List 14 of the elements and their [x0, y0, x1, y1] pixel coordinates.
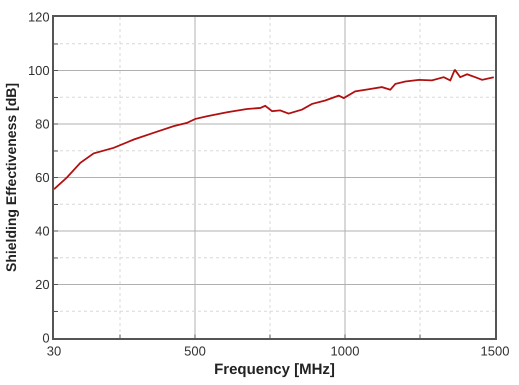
- x-tick-label: 30: [46, 343, 62, 358]
- line-series: [54, 68, 495, 190]
- y-tick-label: 20: [35, 277, 50, 292]
- y-tick-label: 60: [35, 170, 50, 186]
- y-tick-label: 100: [28, 63, 50, 78]
- x-tick-label: 1000: [330, 343, 360, 358]
- y-tick-label: 120: [28, 10, 50, 25]
- x-tick-label: 500: [184, 343, 206, 358]
- y-tick-label: 40: [35, 224, 50, 239]
- y-axis-title: Shielding Effectiveness [dB]: [3, 82, 20, 272]
- x-tick-label: 1500: [480, 343, 510, 358]
- x-axis-title: Frequency [MHz]: [214, 360, 335, 378]
- y-tick-label: 0: [42, 330, 50, 346]
- y-tick-label: 80: [35, 116, 50, 132]
